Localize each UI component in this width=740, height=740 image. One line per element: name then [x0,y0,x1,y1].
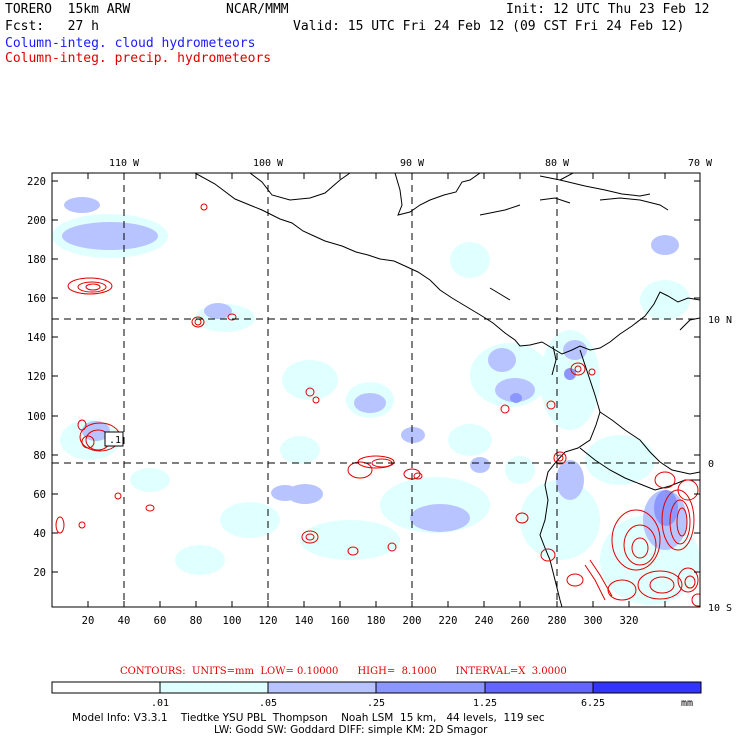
x-tick-label: 140 [295,615,314,627]
x-tick-label: 20 [82,615,95,627]
legend-cloud: Column-integ. cloud hydrometeors [5,36,256,51]
x-tick-label: 40 [118,615,131,627]
x-tick-labels: 20 40 60 80 100 120 140 160 180 200 220 … [82,615,639,627]
colorbar-label: .25 [367,698,385,709]
y-tick-label: 40 [33,528,46,540]
y-tick-label: 200 [27,215,46,227]
colorbar-unit: mm [681,698,693,709]
colorbar-bin [592,681,702,694]
contours-info: CONTOURS: UNITS=mm LOW= 0.10000 HIGH= 8.… [120,666,567,677]
model-info-line2: LW: Godd SW: Goddard DIFF: simple KM: 2D… [214,724,488,736]
init-time: Init: 12 UTC Thu 23 Feb 12 [506,2,710,17]
y-axis-ticks [52,180,700,573]
y-tick-label: 160 [27,293,46,305]
map-plot-area: .1 [52,173,700,607]
x-tick-label: 220 [439,615,458,627]
lat-label: 0 [708,459,714,470]
colorbar-bin [375,681,486,694]
x-tick-label: 260 [511,615,530,627]
x-tick-label: 100 [223,615,242,627]
y-tick-labels: 220 200 180 160 140 120 100 80 60 40 20 [27,176,46,579]
x-tick-label: 180 [367,615,386,627]
colorbar-label: 6.25 [581,698,605,709]
colorbar-bin [267,681,377,694]
x-tick-label: 200 [403,615,422,627]
lat-label: 10 S [708,603,732,614]
lon-label: 80 W [545,158,570,169]
latlon-grid [52,173,700,607]
organization: NCAR/MMM [226,2,289,17]
lon-labels: 110 W 100 W 90 W 80 W 70 W [109,158,713,169]
x-tick-label: 120 [259,615,278,627]
lon-label: 90 W [400,158,425,169]
legend-precip: Column-integ. precip. hydrometeors [5,51,272,66]
y-tick-label: 140 [27,332,46,344]
x-tick-label: 300 [584,615,603,627]
colorbar-bin [51,681,161,694]
x-tick-label: 240 [475,615,494,627]
model-info-line1: Model Info: V3.3.1 Tiedtke YSU PBL Thomp… [72,712,545,724]
y-tick-label: 100 [27,411,46,423]
lat-label: 10 N [708,315,732,326]
colorbar-label: .05 [259,698,277,709]
contour-box-label: .1 [109,435,121,446]
y-tick-label: 20 [33,567,46,579]
x-axis-ticks [87,173,666,607]
colorbar-bin [159,681,269,694]
forecast-hour: Fcst: 27 h [5,19,99,34]
lat-labels: 10 N 0 10 S [708,315,732,614]
x-tick-label: 320 [620,615,639,627]
x-tick-label: 60 [154,615,167,627]
cloud-shading-dark [510,368,678,526]
colorbar [51,681,702,694]
y-tick-label: 120 [27,371,46,383]
x-tick-label: 80 [190,615,203,627]
x-tick-label: 280 [548,615,567,627]
lon-label: 100 W [253,158,284,169]
y-tick-label: 80 [33,450,46,462]
colorbar-label: .01 [151,698,169,709]
y-tick-label: 180 [27,254,46,266]
y-tick-label: 60 [33,489,46,501]
colorbar-label: 1.25 [473,698,497,709]
model-title: TORERO 15km ARW [5,2,131,17]
valid-time: Valid: 15 UTC Fri 24 Feb 12 (09 CST Fri … [293,19,685,34]
lon-label: 110 W [109,158,140,169]
x-tick-label: 160 [331,615,350,627]
precip-contours [55,203,700,607]
colorbar-bin [484,681,594,694]
colorbar-labels: .01 .05 .25 1.25 6.25 mm [151,698,693,709]
y-tick-label: 220 [27,176,46,188]
lon-label: 70 W [688,158,713,169]
